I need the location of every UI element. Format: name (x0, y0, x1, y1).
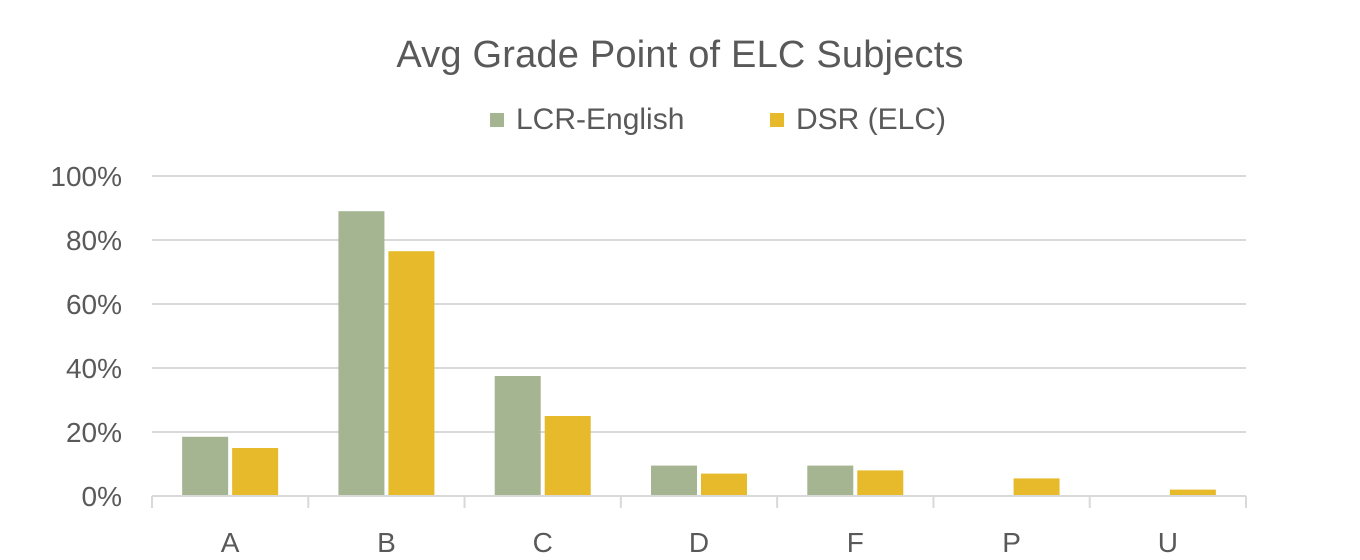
legend-item-dsr-elc: DSR (ELC) (770, 100, 946, 140)
chart-title: Avg Grade Point of ELC Subjects (396, 34, 964, 76)
x-tick-label: C (533, 527, 553, 558)
bar-lcr-english-a (182, 436, 229, 496)
y-tick-label: 60% (66, 289, 122, 320)
bar-dsr-elc--b (388, 251, 435, 496)
y-tick-label: 0% (82, 481, 122, 512)
x-tick-label: F (847, 527, 864, 558)
chart-legend: LCR-English DSR (ELC) (0, 100, 1360, 140)
bar-dsr-elc--u (1169, 489, 1216, 496)
y-tick-label: 80% (66, 225, 122, 256)
legend-item-lcr-english: LCR-English (490, 100, 684, 140)
legend-swatch-lcr-english (490, 113, 504, 127)
legend-swatch-dsr-elc (770, 113, 784, 127)
bar-dsr-elc--c (544, 416, 591, 496)
axis-layer (151, 495, 1247, 508)
x-tick-label: D (689, 527, 709, 558)
bar-dsr-elc--f (857, 470, 904, 496)
y-tick-label: 20% (66, 417, 122, 448)
legend-label-lcr-english: LCR-English (516, 103, 685, 136)
x-tick-label: A (221, 527, 240, 558)
bar-lcr-english-d (651, 465, 697, 496)
bar-lcr-english-b (338, 211, 385, 496)
x-tick-label: B (377, 527, 396, 558)
bar-dsr-elc--p (1013, 478, 1060, 496)
grid-layer (152, 175, 1246, 433)
legend-label-dsr-elc: DSR (ELC) (796, 103, 947, 136)
bar-layer (182, 211, 1216, 496)
bar-dsr-elc--d (701, 473, 747, 496)
y-tick-label: 100% (50, 161, 122, 192)
y-tick-label: 40% (66, 353, 122, 384)
bar-lcr-english-f (807, 465, 854, 496)
bar-dsr-elc--a (232, 448, 279, 496)
x-tick-label: P (1002, 527, 1021, 558)
x-tick-label: U (1158, 527, 1178, 558)
label-layer: 0% 20% 40% 60% 80% 100% A B C D F P U (50, 161, 1178, 558)
bar-lcr-english-c (494, 376, 541, 496)
